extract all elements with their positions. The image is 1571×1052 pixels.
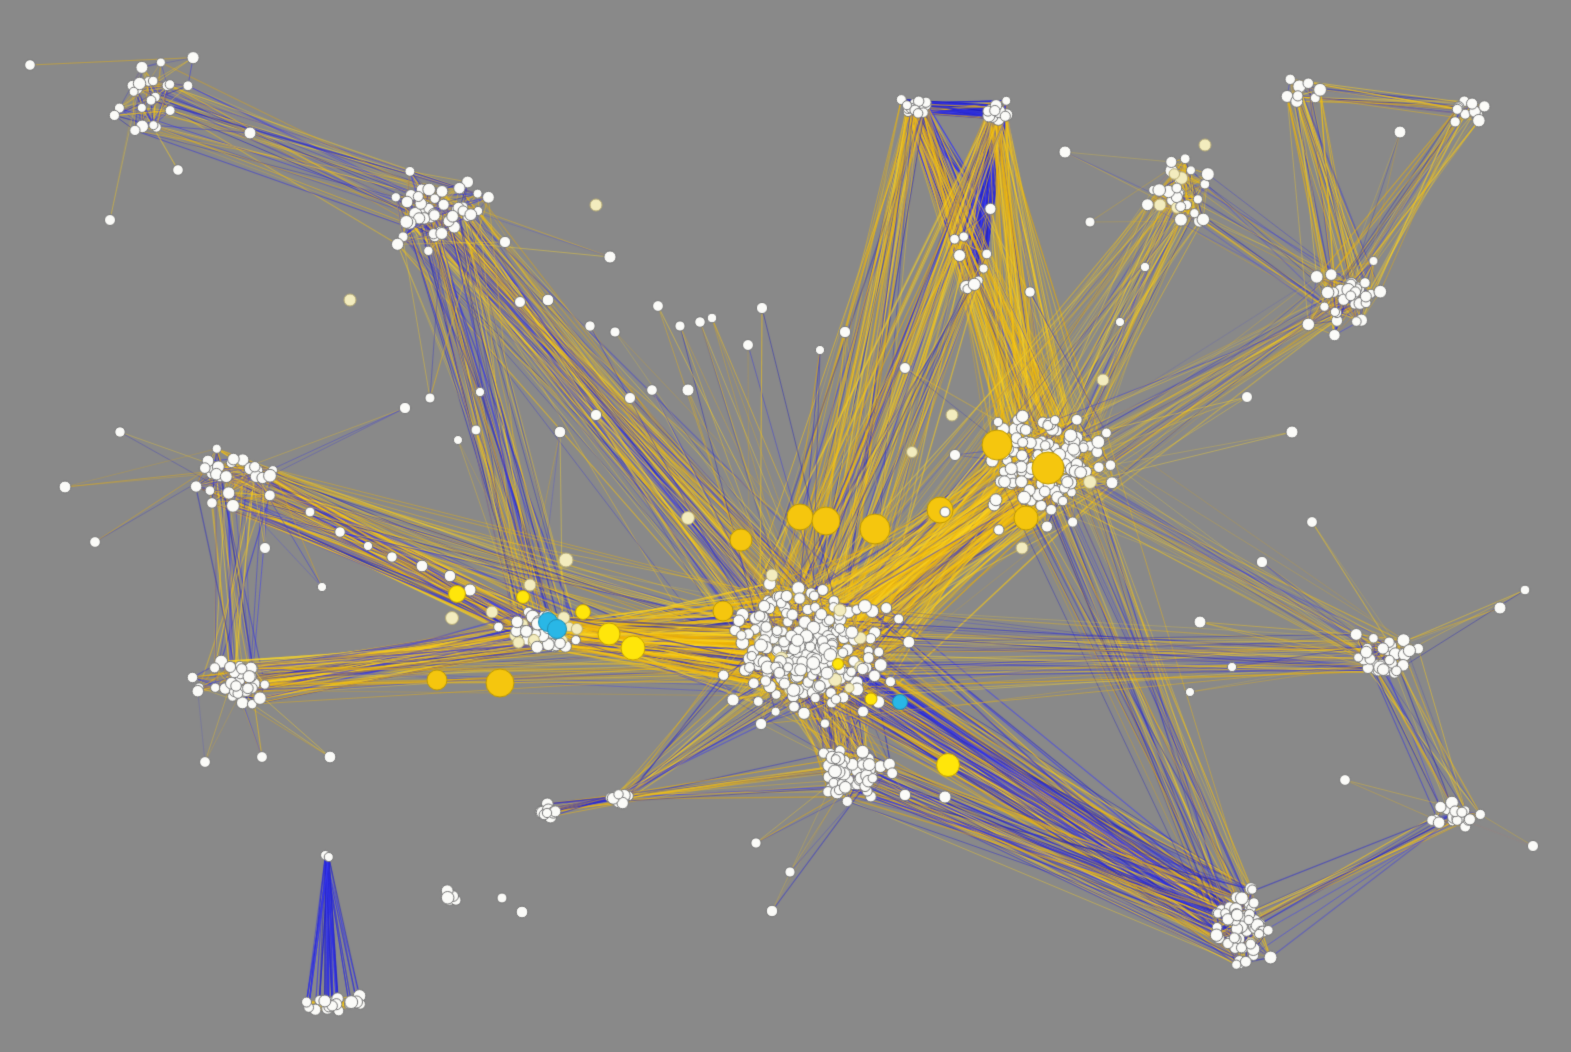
network-graph[interactable] bbox=[0, 0, 1571, 1052]
graph-viewport bbox=[0, 0, 1571, 1052]
